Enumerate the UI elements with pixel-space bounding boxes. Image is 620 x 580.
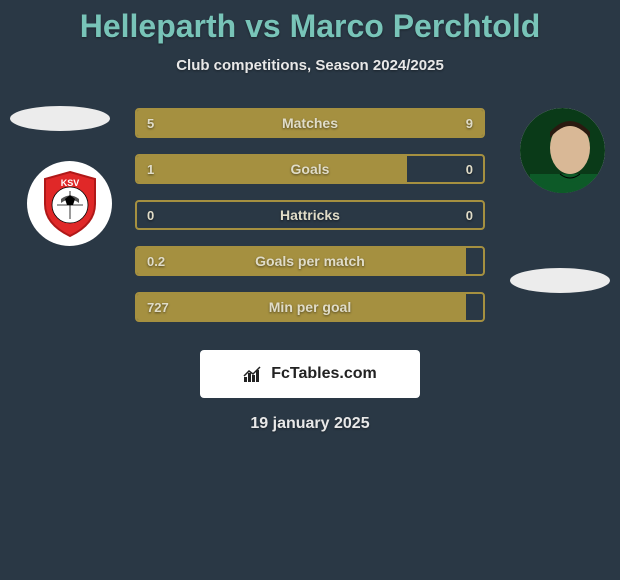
- player-right-avatar: [520, 108, 605, 193]
- player-left-avatar: [10, 106, 110, 131]
- date-text: 19 january 2025: [0, 415, 620, 433]
- fctables-logo: FcTables.com: [200, 350, 420, 398]
- bar-label: Goals: [137, 156, 483, 182]
- bar-value-right: 9: [466, 110, 473, 136]
- bar-row: 0.2 Goals per match: [135, 246, 485, 276]
- logo-text: FcTables.com: [271, 365, 377, 383]
- svg-text:KSV: KSV: [60, 178, 79, 188]
- bar-label: Goals per match: [137, 248, 483, 274]
- bar-label: Hattricks: [137, 202, 483, 228]
- bar-row: 0 Hattricks 0: [135, 200, 485, 230]
- bar-label: Matches: [137, 110, 483, 136]
- player-left-club-badge: KSV: [27, 161, 112, 246]
- page-title: Helleparth vs Marco Perchtold: [0, 0, 620, 45]
- player-right-club-badge: [510, 268, 610, 293]
- bar-row: 1 Goals 0: [135, 154, 485, 184]
- bar-row: 5 Matches 9: [135, 108, 485, 138]
- club-badge-icon: KSV: [35, 169, 105, 239]
- comparison-bars: 5 Matches 9 1 Goals 0 0 Hattricks 0 0.2 …: [135, 108, 485, 338]
- player-photo-icon: [520, 108, 605, 193]
- bar-row: 727 Min per goal: [135, 292, 485, 322]
- bar-value-right: 0: [466, 202, 473, 228]
- bar-label: Min per goal: [137, 294, 483, 320]
- page-subtitle: Club competitions, Season 2024/2025: [0, 57, 620, 74]
- bar-value-right: 0: [466, 156, 473, 182]
- chart-icon: [243, 365, 265, 383]
